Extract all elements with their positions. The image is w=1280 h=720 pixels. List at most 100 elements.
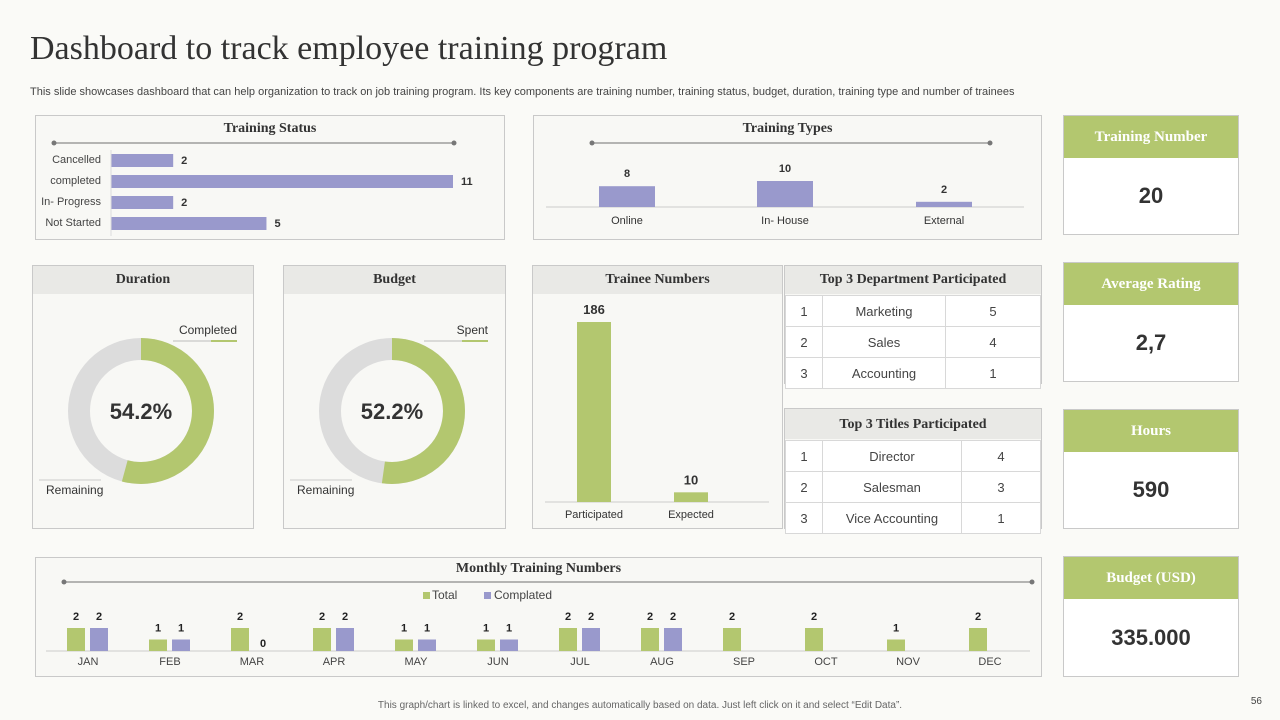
data-label: 186	[583, 302, 605, 317]
training-types-panel: Training Types 8 Online 10 In- House 2 Extern…	[533, 115, 1042, 240]
training-status-title: Training Status	[223, 121, 317, 136]
kpi-value: 590	[1132, 477, 1170, 502]
duration-chart: 54.2% Completed Remaining	[39, 323, 237, 497]
kpi-hours: Hours 590	[1063, 409, 1239, 529]
trainee-numbers-title: Trainee Numbers	[533, 266, 782, 294]
bar-complated	[172, 639, 190, 651]
bar-total	[969, 628, 987, 651]
titles-table-title: Top 3 Titles Participated	[785, 409, 1041, 439]
title-rule-dot	[61, 579, 67, 585]
footer-note: This graph/chart is linked to excel, and…	[377, 700, 903, 711]
budget-panel: Budget 52.2% Spent Remaining	[283, 265, 506, 529]
bar-category-label: Expected	[668, 509, 714, 521]
bar-category-label: AUG	[650, 656, 674, 668]
bar-category-label: MAY	[404, 656, 428, 668]
training-types-title: Training Types	[742, 121, 833, 136]
bar-complated	[664, 628, 682, 651]
data-label: 1	[401, 623, 407, 635]
data-label: 2	[342, 611, 348, 623]
bar-total	[477, 639, 495, 651]
legend-label-total: Total	[432, 588, 457, 602]
table-row: 2 Sales 4	[785, 326, 1041, 358]
bar-total	[395, 639, 413, 651]
legend-label-complated: Complated	[494, 588, 552, 602]
bar-category-label: completed	[50, 175, 101, 187]
training-status-chart: Cancelled 2 completed 11 In- Progress 2 Not St…	[41, 140, 473, 236]
table-row: 1 Director 4	[785, 440, 1041, 472]
bar-complated	[336, 628, 354, 651]
bar-category-label: SEP	[733, 656, 755, 668]
title-rule-dot	[987, 140, 993, 146]
bar-complated	[90, 628, 108, 651]
bar-category-label: OCT	[814, 656, 838, 668]
page-number: 56	[1250, 696, 1262, 707]
title-rule-dot	[1029, 579, 1035, 585]
kpi-label: Training Number	[1064, 116, 1238, 158]
bar-total	[887, 639, 905, 651]
donut-filled-slice	[68, 338, 214, 484]
bar-category-label: In- Progress	[41, 196, 101, 208]
page-subtitle: This slide showcases dashboard that can …	[30, 86, 1015, 98]
data-label: 2	[565, 611, 571, 623]
budget-chart: 52.2% Spent Remaining	[290, 323, 489, 497]
bar-category-label: JUN	[487, 656, 508, 668]
bar	[916, 201, 972, 207]
kpi-value: 20	[1138, 183, 1164, 208]
bar-total	[723, 628, 741, 651]
bar-total	[805, 628, 823, 651]
data-label: 2	[96, 611, 102, 623]
data-label: 2	[237, 611, 243, 623]
data-label: 10	[779, 163, 791, 175]
data-label: 2	[73, 611, 79, 623]
bar-complated	[418, 639, 436, 651]
bar-complated	[582, 628, 600, 651]
bar-total	[67, 628, 85, 651]
bar-category-label: APR	[323, 656, 346, 668]
legend-swatch-total	[423, 592, 430, 599]
bar-category-label: External	[924, 215, 964, 227]
bar	[111, 217, 267, 230]
monthly-title: Monthly Training Numbers	[455, 561, 622, 576]
kpi-label: Average Rating	[1064, 263, 1238, 305]
bar-category-label: In- House	[761, 215, 809, 227]
donut-legend-label: Spent	[457, 323, 489, 337]
bar	[111, 175, 453, 188]
trainee-numbers-panel: Trainee Numbers 186 Participated 10 Expecte…	[532, 265, 783, 529]
donut-legend-label: Remaining	[46, 483, 103, 497]
bar	[111, 196, 174, 209]
bar-total	[149, 639, 167, 651]
donut-legend-label: Completed	[179, 323, 237, 337]
data-label: 2	[181, 197, 187, 209]
budget-title: Budget	[284, 266, 505, 294]
data-label: 5	[274, 218, 280, 230]
bar-category-label: FEB	[159, 656, 180, 668]
table-row: 3 Accounting 1	[785, 357, 1041, 389]
table-row: 2 Salesman 3	[785, 471, 1041, 503]
table-row: 1 Marketing 5	[785, 295, 1041, 327]
kpi-value: 2,7	[1135, 330, 1167, 355]
bar-category-label: JUL	[570, 656, 590, 668]
data-label: 2	[941, 184, 947, 196]
bar-category-label: JAN	[78, 656, 99, 668]
department-table-title: Top 3 Department Participated	[785, 266, 1041, 294]
kpi-training-number: Training Number 20	[1063, 115, 1239, 235]
monthly-chart: Total Complated 2 2 JAN 1 1 FEB 2 0 MAR 2 2 APR 1 1 MAY 1…	[46, 579, 1035, 668]
bar-category-label: DEC	[978, 656, 1001, 668]
titles-table-panel: Top 3 Titles Participated 1 Director 4 2 Sa…	[784, 408, 1042, 534]
data-label: 2	[588, 611, 594, 623]
donut-center-label: 54.2%	[110, 399, 172, 424]
data-label: 1	[893, 623, 899, 635]
kpi-average-rating: Average Rating 2,7	[1063, 262, 1239, 382]
duration-panel: Duration 54.2% Completed Remaining	[32, 265, 254, 529]
bar-complated	[500, 639, 518, 651]
data-label: 2	[811, 611, 817, 623]
data-label: 2	[647, 611, 653, 623]
data-label: 11	[461, 176, 473, 188]
kpi-label: Budget (USD)	[1064, 557, 1238, 599]
duration-title: Duration	[33, 266, 253, 294]
data-label: 8	[624, 168, 630, 180]
data-label: 1	[424, 623, 430, 635]
data-label: 1	[155, 623, 161, 635]
bar-total	[559, 628, 577, 651]
page-title: Dashboard to track employee training pro…	[30, 30, 668, 67]
